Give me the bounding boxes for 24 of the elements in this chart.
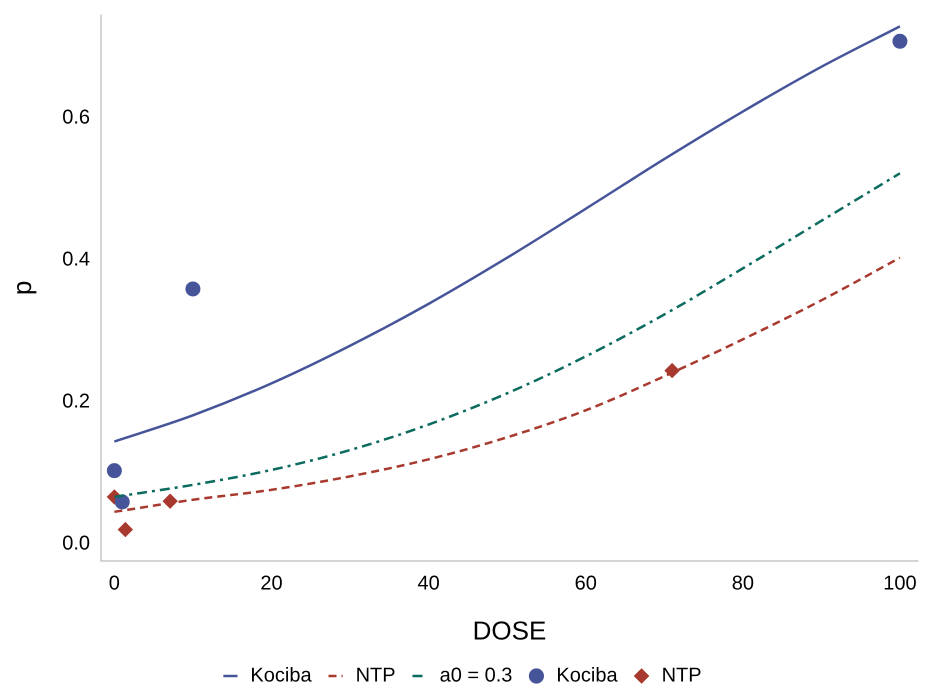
point [892, 34, 908, 49]
y-tick-label: 0.6 [62, 106, 90, 128]
legend-label: a0 = 0.3 [440, 664, 512, 687]
y-tick-label: 0.0 [62, 532, 90, 554]
y-axis-title: p [6, 280, 37, 296]
x-tick-label: 80 [732, 572, 754, 594]
point [106, 463, 122, 478]
x-tick-label: 20 [260, 572, 283, 594]
legend-label: Kociba [250, 664, 312, 687]
x-tick-label: 40 [417, 572, 440, 594]
legend-label: Kociba [556, 664, 618, 687]
point [118, 522, 133, 538]
x-tick-label: 100 [883, 572, 917, 594]
y-tick-label: 0.4 [62, 248, 90, 270]
line-series [113, 25, 902, 443]
legend-label: NTP [662, 664, 702, 687]
x-tick-label: 60 [574, 572, 597, 594]
x-tick-label: 0 [108, 572, 120, 594]
x-axis-title: DOSE [472, 616, 546, 646]
point [185, 281, 200, 296]
legend-label: NTP [356, 664, 396, 687]
line-series [113, 256, 902, 514]
y-tick-label: 0.2 [62, 390, 90, 412]
point [114, 494, 130, 510]
